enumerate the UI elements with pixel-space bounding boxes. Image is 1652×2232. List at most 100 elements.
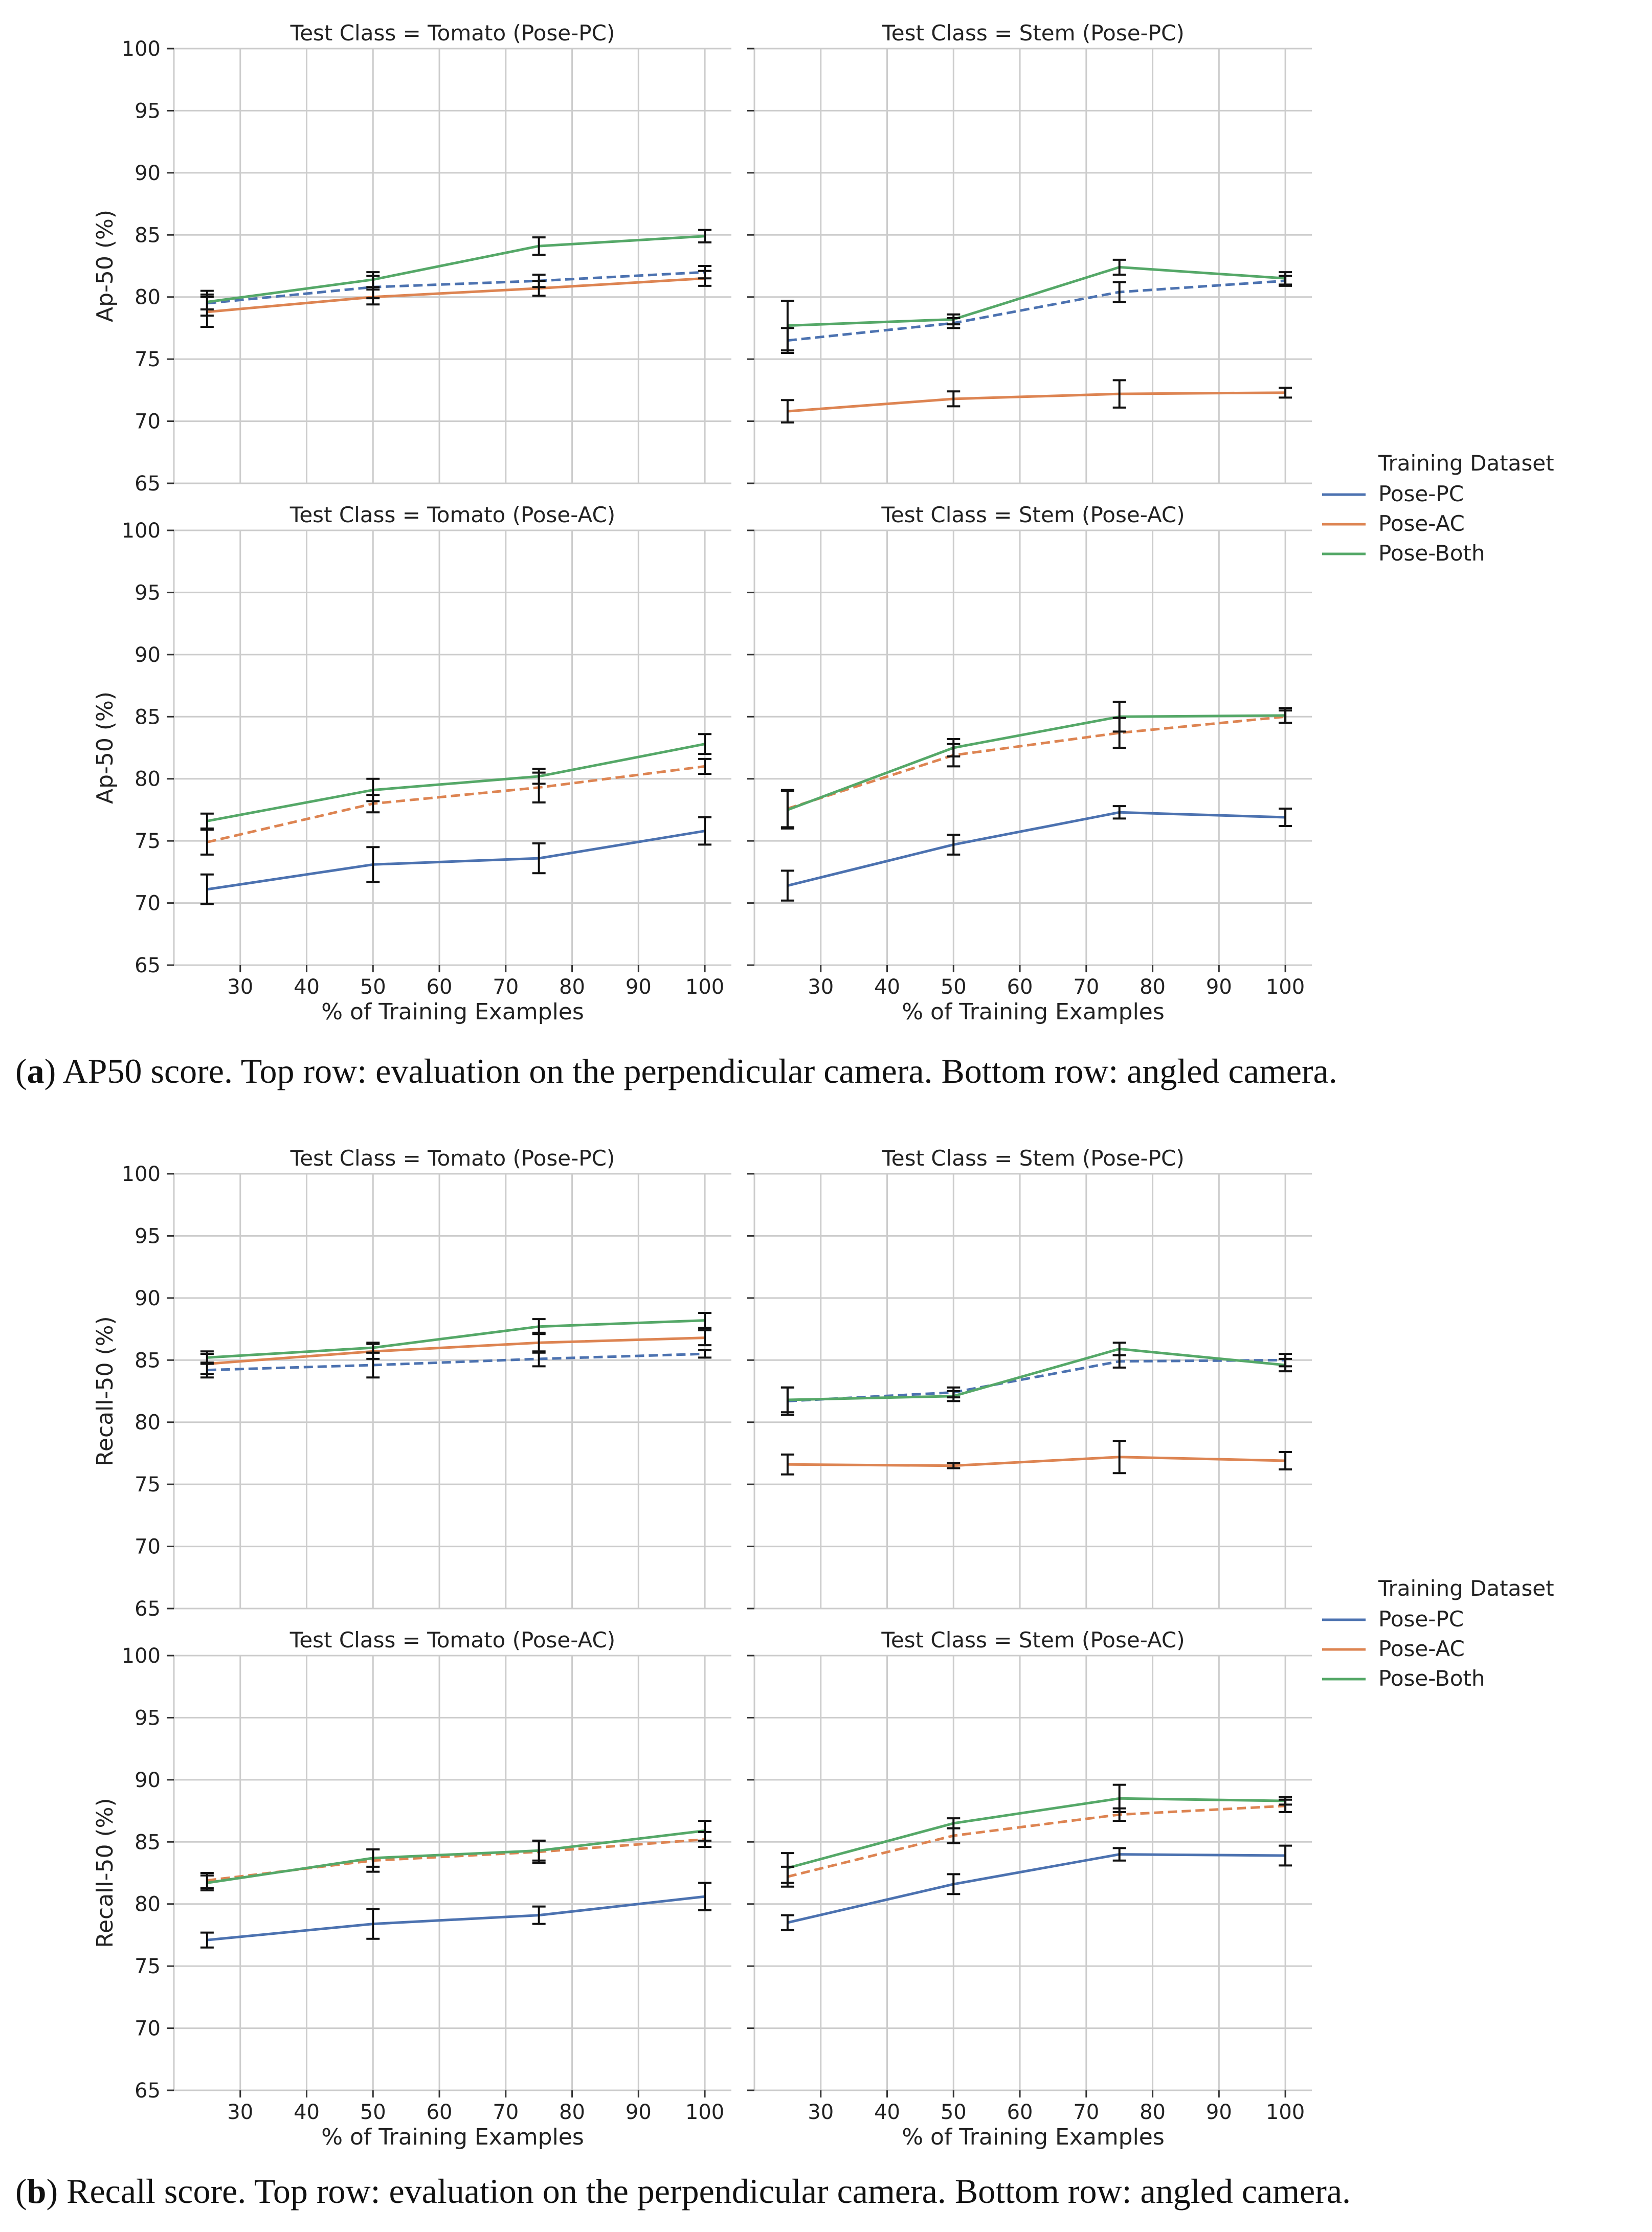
x-tick-label: 100 [1266, 2101, 1305, 2124]
series-line-pose-pc [787, 279, 1286, 342]
legend-label: Pose-Both [1378, 541, 1485, 566]
x-axis-label: % of Training Examples [902, 999, 1165, 1025]
y-tick-label: 80 [135, 1411, 161, 1435]
panel-title: Test Class = Stem (Pose-PC) [881, 1146, 1185, 1171]
series-line-pose-pc [207, 1895, 705, 1941]
y-tick-label: 95 [135, 1224, 161, 1248]
error-bar-pose-both [200, 812, 214, 830]
series-line-pose-ac [787, 1804, 1286, 1878]
error-bar-pose-both [532, 236, 546, 256]
error-bar-pose-pc [200, 1931, 214, 1949]
x-tick-label: 50 [360, 975, 386, 999]
error-bar-pose-pc [1279, 808, 1292, 827]
panel-b-0-1: Test Class = Stem (Pose-PC) [747, 1146, 1312, 1610]
series-line-pose-ac [787, 715, 1286, 810]
x-tick-label: 30 [808, 2101, 834, 2124]
legend-label: Pose-AC [1378, 511, 1465, 536]
series-line-pose-both [207, 235, 705, 303]
legend-label: Pose-Both [1378, 1666, 1485, 1691]
error-bar-pose-ac [947, 390, 961, 408]
panel-title: Test Class = Tomato (Pose-PC) [290, 1146, 615, 1171]
series-line-pose-pc [207, 1352, 705, 1372]
series-line-pose-both [787, 714, 1286, 811]
error-bar-pose-pc [366, 1908, 380, 1940]
error-bar-pose-both [780, 1386, 794, 1414]
error-bar-pose-both [1112, 701, 1126, 733]
error-bar-pose-both [1279, 271, 1292, 286]
y-tick-label: 85 [135, 224, 161, 247]
x-tick-label: 70 [493, 2101, 519, 2124]
error-bar-pose-pc [947, 834, 961, 856]
error-bar-pose-pc [698, 816, 712, 846]
caption-b: (b) Recall score. Top row: evaluation on… [15, 2172, 1351, 2211]
error-bar-pose-pc [1112, 1847, 1126, 1862]
y-tick-label: 90 [135, 162, 161, 185]
x-tick-label: 100 [685, 2101, 724, 2124]
error-bar-pose-both [1279, 1357, 1292, 1373]
x-tick-label: 90 [1206, 975, 1232, 999]
x-tick-label: 60 [1007, 2101, 1033, 2124]
error-bar-pose-both [780, 790, 794, 830]
error-bar-pose-pc [780, 869, 794, 902]
error-bar-pose-ac [780, 399, 794, 423]
y-tick-label: 100 [122, 519, 161, 543]
error-bar-pose-both [698, 229, 712, 243]
error-bar-pose-both [698, 733, 712, 755]
series-line-pose-both [787, 1347, 1286, 1401]
y-tick-label: 100 [122, 37, 161, 61]
series-line-pose-ac [207, 1838, 705, 1882]
legend-title: Training Dataset [1378, 451, 1554, 476]
x-tick-label: 90 [1206, 2101, 1232, 2124]
series-line-pose-pc [787, 1853, 1286, 1924]
y-axis-label: Recall-50 (%) [92, 1316, 118, 1466]
y-tick-label: 75 [135, 348, 161, 371]
panel-b-0-0: 65 70 75 80 85 90 95 100 Test Class = Tomato (Po… [92, 1146, 731, 1621]
x-tick-label: 70 [1073, 975, 1099, 999]
error-bar-pose-pc [200, 873, 214, 905]
y-tick-label: 100 [122, 1163, 161, 1186]
error-bar-pose-both [1279, 1796, 1292, 1806]
x-axis-label: % of Training Examples [321, 2124, 584, 2150]
panel-title: Test Class = Stem (Pose-PC) [881, 20, 1185, 46]
series-line-pose-ac [207, 277, 705, 314]
error-bar-pose-pc [698, 1882, 712, 1911]
panel-a-1-0: 65 70 75 80 85 90 95 100 30 40 50 60 70 80 90 100 % of T… [92, 502, 731, 1025]
error-bar-pose-both [1112, 258, 1126, 276]
error-bar-pose-pc [1112, 281, 1126, 303]
series-line-pose-both [787, 1797, 1286, 1869]
series-line-pose-both [207, 743, 705, 822]
error-bar-pose-ac [698, 270, 712, 287]
y-axis-label: Ap-50 (%) [92, 691, 118, 804]
y-tick-label: 75 [135, 830, 161, 853]
x-tick-label: 80 [559, 2101, 585, 2124]
x-tick-label: 70 [1073, 2101, 1099, 2124]
error-bar-pose-pc [532, 842, 546, 875]
y-tick-label: 95 [135, 581, 161, 605]
y-tick-label: 65 [135, 1597, 161, 1621]
y-tick-label: 90 [135, 1287, 161, 1310]
x-tick-label: 70 [493, 975, 519, 999]
y-tick-label: 80 [135, 286, 161, 309]
series-line-pose-pc [207, 271, 705, 305]
x-tick-label: 50 [941, 2101, 967, 2124]
error-bar-pose-pc [532, 1905, 546, 1925]
series-line-pose-pc [207, 830, 705, 891]
x-tick-label: 100 [685, 975, 724, 999]
y-tick-label: 75 [135, 1473, 161, 1497]
error-bar-pose-ac [1279, 387, 1292, 399]
x-tick-label: 100 [1266, 975, 1305, 999]
legend-label: Pose-PC [1378, 481, 1464, 506]
legend-label: Pose-AC [1378, 1636, 1465, 1661]
error-bar-pose-both [698, 1820, 712, 1842]
caption-b-letter: b [27, 2172, 47, 2211]
x-tick-label: 80 [1140, 2101, 1166, 2124]
error-bar-pose-both [947, 1390, 961, 1402]
series-line-pose-both [207, 1829, 705, 1884]
caption-a: (a) AP50 score. Top row: evaluation on t… [15, 1052, 1337, 1090]
error-bar-pose-both [947, 313, 961, 326]
panel-title: Test Class = Tomato (Pose-PC) [290, 20, 615, 46]
error-bar-pose-both [200, 1350, 214, 1365]
x-tick-label: 30 [808, 975, 834, 999]
series-line-pose-pc [787, 1358, 1286, 1402]
